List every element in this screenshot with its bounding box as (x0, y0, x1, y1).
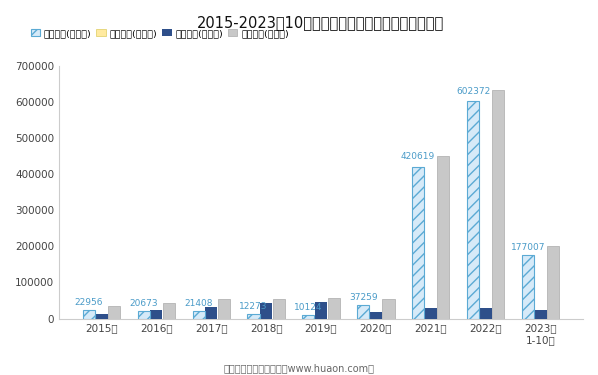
Bar (273, 299, 285, 318)
Bar (315, 302, 327, 318)
Bar (108, 306, 120, 318)
Bar (328, 298, 340, 318)
Bar (163, 303, 175, 318)
Bar (205, 307, 217, 318)
Bar (467, 101, 479, 318)
Bar (150, 310, 163, 318)
Bar (193, 311, 205, 318)
Text: 制图：华经产业研究院（www.huaon.com）: 制图：华经产业研究院（www.huaon.com） (224, 363, 374, 373)
Text: 22956: 22956 (75, 298, 103, 307)
Bar (260, 303, 272, 318)
Bar (370, 312, 382, 318)
Bar (357, 305, 370, 318)
Bar (248, 314, 260, 318)
Bar (535, 309, 547, 318)
Bar (138, 311, 150, 318)
Bar (492, 90, 504, 318)
Text: 12273: 12273 (239, 302, 268, 311)
Text: 20673: 20673 (129, 299, 158, 308)
Text: 21408: 21408 (184, 299, 213, 308)
Bar (218, 299, 230, 318)
Title: 2015-2023年10月青岛胶州湾综合保税区进出口差额: 2015-2023年10月青岛胶州湾综合保税区进出口差额 (197, 15, 445, 30)
Bar (83, 310, 95, 318)
Text: 420619: 420619 (401, 152, 435, 161)
Bar (547, 246, 559, 318)
Bar (383, 299, 395, 318)
Bar (480, 308, 492, 318)
Bar (437, 156, 450, 318)
Text: 37259: 37259 (349, 293, 377, 302)
Bar (412, 167, 424, 318)
Bar (425, 308, 437, 318)
Text: 177007: 177007 (511, 243, 545, 252)
Bar (522, 255, 534, 318)
Bar (96, 314, 108, 318)
Text: 602372: 602372 (456, 87, 490, 96)
Legend: 贸易顺差(万美元), 贸易逆差(万美元), 进口总额(万美元), 出口总额(万美元): 贸易顺差(万美元), 贸易逆差(万美元), 进口总额(万美元), 出口总额(万美… (27, 25, 292, 42)
Text: 10124: 10124 (294, 303, 322, 312)
Bar (303, 315, 315, 318)
